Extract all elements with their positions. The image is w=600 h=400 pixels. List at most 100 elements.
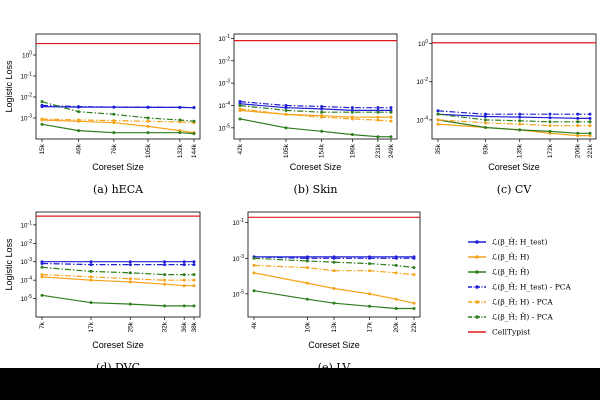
data-point-coreset-pca (112, 112, 116, 116)
data-point-coreset-pca (77, 110, 81, 114)
legend-marker (475, 270, 479, 274)
data-point-train (40, 275, 44, 279)
legend-marker (475, 300, 479, 304)
data-point-train-pca (284, 112, 288, 116)
legend-entry: ℒ(β_Ĥ; H) - PCA (468, 298, 553, 307)
plot-frame (431, 33, 597, 140)
data-point-train-pca (412, 273, 416, 277)
x-tick-label: 196k (349, 143, 356, 158)
series-line-coreset (253, 290, 414, 310)
data-point-train (89, 278, 93, 282)
legend-marker (475, 285, 479, 289)
y-tick-label: 10-4 (218, 101, 230, 110)
data-point-test-pca (128, 263, 132, 267)
series-line-coreset (239, 118, 391, 138)
data-point-train-pca (394, 271, 398, 275)
data-point-coreset (284, 126, 288, 130)
data-point-test-pca (163, 263, 167, 267)
data-point-train-pca (163, 278, 167, 282)
data-point-test-pca (394, 256, 398, 260)
x-tick-label: 172k (547, 143, 554, 158)
data-point-coreset-pca (40, 100, 44, 104)
x-axis-label: Coreset Size (290, 162, 342, 172)
x-tick-label: 144k (191, 143, 198, 158)
data-point-train (412, 301, 416, 305)
data-point-coreset-pca (40, 265, 44, 269)
data-point-coreset (548, 129, 552, 133)
data-point-train (182, 284, 186, 288)
series-line-test (239, 103, 391, 112)
data-point-coreset (389, 135, 393, 139)
data-point-train (576, 134, 580, 138)
series-line-coreset-pca (41, 266, 194, 276)
x-tick-label: 206k (575, 143, 582, 158)
x-tick-label: 154k (319, 143, 326, 158)
series-line-test (437, 113, 590, 120)
data-point-test (548, 116, 552, 120)
legend-label: ℒ(β_Ĥ; H) - PCA (492, 298, 553, 307)
y-tick-label: 100 (22, 51, 32, 60)
x-tick-label: 105k (283, 143, 290, 158)
y-tick-label: 10-2 (20, 239, 32, 248)
data-point-coreset-pca (412, 266, 416, 270)
series-line-train (437, 123, 590, 137)
data-point-test (576, 116, 580, 120)
series-line-test-pca (253, 256, 414, 259)
data-point-coreset-pca (163, 273, 167, 277)
legend-marker (475, 315, 479, 319)
data-point-train (389, 115, 393, 119)
y-tick-label: 10-2 (218, 56, 230, 65)
chart-panel-2: 10-5 10-4 10-3 10-2 10-1 42k 105k 154k 196k 231k 2… (218, 33, 398, 196)
legend-label: ℒ(β_Ĥ; H̃) - PCA (492, 313, 553, 322)
data-point-train-pca (588, 124, 592, 128)
data-point-train (146, 124, 150, 128)
series-line-coreset-pca (239, 104, 391, 113)
data-point-coreset (376, 135, 380, 139)
data-point-coreset-pca (518, 119, 522, 123)
data-point-coreset (192, 304, 196, 308)
data-point-coreset (368, 304, 372, 308)
data-point-train (128, 280, 132, 284)
data-point-coreset-pca (588, 120, 592, 124)
x-axis-label: Coreset Size (308, 340, 360, 350)
x-tick-label: 7k (39, 321, 46, 329)
data-point-train-pca (350, 117, 354, 121)
y-tick-label: 10-2 (416, 77, 428, 86)
data-point-test-pca (368, 256, 372, 260)
data-point-test (320, 107, 324, 111)
data-point-test-pca (182, 263, 186, 267)
x-tick-label: 38k (191, 321, 198, 332)
series-line-test-pca (437, 110, 590, 115)
series-line-coreset (41, 294, 194, 307)
data-point-train-pca (128, 277, 132, 281)
data-point-test-pca (518, 112, 522, 116)
data-point-coreset (350, 133, 354, 137)
y-axis-label: Logistic Loss (4, 60, 14, 113)
series-line-train (41, 276, 194, 287)
data-point-train-pca (376, 118, 380, 122)
x-tick-label: 17k (88, 321, 95, 332)
series-line-coreset (41, 123, 195, 135)
data-point-coreset-pca (350, 110, 354, 114)
data-point-coreset-pca (332, 260, 336, 264)
data-point-train (394, 297, 398, 301)
x-tick-label: 221k (587, 143, 594, 158)
data-point-coreset-pca (576, 120, 580, 124)
x-tick-label: 76k (111, 143, 118, 154)
data-point-train (163, 282, 167, 286)
data-point-test-pca (483, 112, 487, 116)
x-tick-label: 46k (76, 143, 83, 154)
data-point-coreset-pca (376, 110, 380, 114)
data-point-train-pca (112, 119, 116, 123)
series-line-coreset (437, 119, 590, 134)
y-tick-label: 10-1 (20, 220, 32, 229)
legend-label: ℒ(β_Ĥ; H_test) - PCA (492, 283, 571, 292)
data-point-coreset (412, 307, 416, 311)
series-line-train-pca (437, 119, 590, 127)
y-tick-label: 100 (418, 39, 428, 48)
data-point-coreset (483, 126, 487, 130)
panel-caption: (e) LV (318, 361, 352, 368)
data-point-test-pca (548, 112, 552, 116)
series-line-coreset-pca (437, 113, 590, 123)
x-axis-label: Coreset Size (92, 340, 144, 350)
